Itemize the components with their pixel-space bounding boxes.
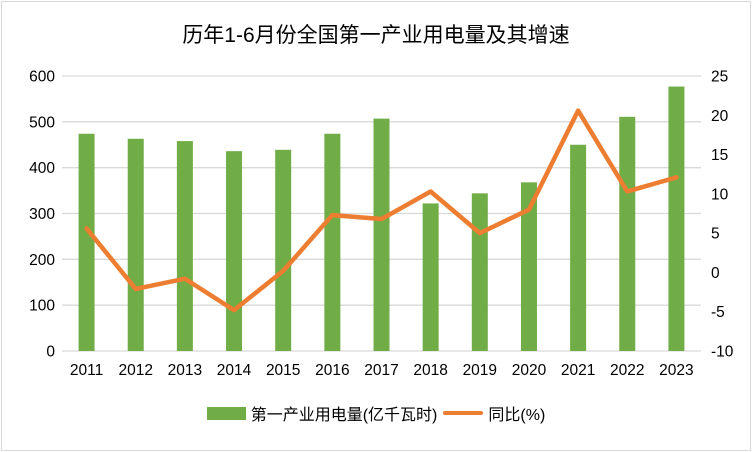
bar-2020 bbox=[520, 182, 537, 351]
left-axis-tick-label: 300 bbox=[29, 206, 55, 223]
x-axis-label-2011: 2011 bbox=[70, 362, 103, 379]
x-axis-label-2016: 2016 bbox=[315, 362, 349, 379]
x-axis-label-2013: 2013 bbox=[168, 362, 202, 379]
left-axis-tick-label: 400 bbox=[29, 160, 55, 177]
x-axis-label-2017: 2017 bbox=[364, 362, 398, 379]
legend-label-consumption: 第一产业用电量(亿千瓦时) bbox=[250, 407, 438, 424]
left-axis-tick-label: 0 bbox=[46, 344, 55, 361]
right-axis-labels: -10 -5 0 5 10 15 20 25 bbox=[711, 69, 734, 361]
x-axis-label-2014: 2014 bbox=[217, 362, 252, 379]
growth-trend-line bbox=[84, 108, 679, 313]
left-axis-labels: 0 100 200 300 400 500 600 bbox=[29, 69, 55, 361]
x-axis-label-2015: 2015 bbox=[266, 362, 300, 379]
x-axis-labels: 2011 2012 2013 2014 2015 2016 2017 2018 2019 2020… bbox=[70, 362, 694, 379]
x-axis-label-2019: 2019 bbox=[463, 362, 497, 379]
bar-2011 bbox=[78, 133, 95, 351]
line-series-group bbox=[84, 108, 679, 313]
right-axis-tick-label: 10 bbox=[711, 186, 729, 203]
chart-legend: 第一产业用电量(亿千瓦时) 同比(%) bbox=[2, 401, 750, 425]
right-axis-tick-label: 20 bbox=[711, 108, 729, 125]
bar-2015 bbox=[275, 149, 292, 351]
line-series-swatch bbox=[443, 411, 484, 415]
x-axis-label-2012: 2012 bbox=[118, 362, 152, 379]
chart-title: 历年1-6月份全国第一产业用电量及其增速 bbox=[182, 24, 569, 47]
bar-2012 bbox=[127, 138, 144, 351]
left-axis-tick-label: 500 bbox=[29, 114, 55, 131]
bar-2019 bbox=[471, 193, 488, 351]
legend-label-growth: 同比(%) bbox=[488, 407, 546, 424]
bar-2021 bbox=[570, 144, 587, 351]
right-axis-tick-label: 25 bbox=[711, 69, 728, 86]
electricity-combo-chart: 历年1-6月份全国第一产业用电量及其增速 0100200300400500600… bbox=[29, 24, 734, 379]
left-axis-tick-label: 100 bbox=[29, 298, 55, 315]
bar-2017 bbox=[373, 118, 390, 351]
bar-2013 bbox=[176, 141, 193, 351]
legend-item-consumption: 第一产业用电量(亿千瓦时) bbox=[206, 401, 438, 425]
legend-item-growth: 同比(%) bbox=[443, 401, 545, 425]
right-axis-tick-label: 0 bbox=[711, 265, 720, 282]
x-axis-label-2020: 2020 bbox=[512, 362, 547, 379]
bar-2023 bbox=[668, 86, 685, 352]
bar-series-swatch bbox=[206, 406, 246, 420]
right-axis-tick-label: -10 bbox=[711, 344, 734, 361]
x-axis-label-2021: 2021 bbox=[561, 362, 595, 379]
left-axis-tick-label: 200 bbox=[29, 252, 55, 269]
right-axis-tick-label: 15 bbox=[711, 147, 728, 164]
right-axis-tick-label: 5 bbox=[711, 226, 720, 243]
bar-2016 bbox=[324, 133, 341, 351]
bar-2018 bbox=[422, 203, 439, 351]
x-axis-label-2018: 2018 bbox=[413, 362, 447, 379]
x-axis-label-2022: 2022 bbox=[610, 362, 644, 379]
bar-series-group bbox=[78, 86, 685, 352]
right-axis-tick-label: -5 bbox=[711, 304, 725, 321]
left-axis-tick-label: 600 bbox=[29, 69, 55, 86]
bar-2014 bbox=[226, 151, 243, 351]
bar-2022 bbox=[619, 116, 636, 352]
x-axis-label-2023: 2023 bbox=[659, 362, 693, 379]
